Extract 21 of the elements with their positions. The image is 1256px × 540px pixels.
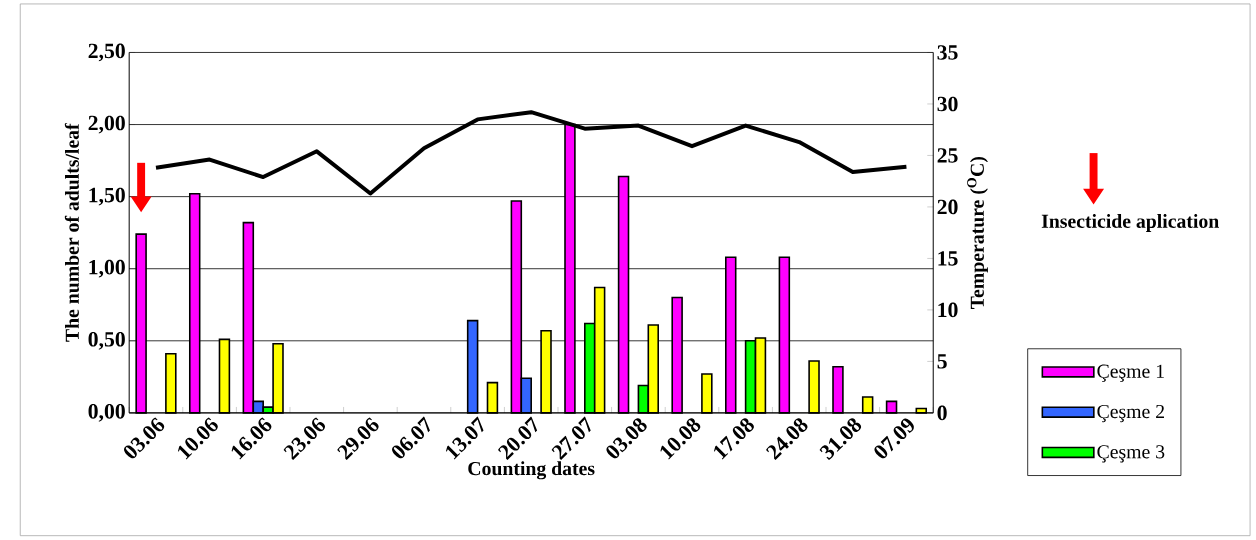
y2-tick-label: 35 (937, 45, 958, 60)
y2-tick-label: 15 (938, 251, 958, 266)
y2-tick-label: 10 (938, 302, 958, 318)
y2-tick-label: 5 (937, 354, 947, 369)
y2-tick-label: 30 (937, 96, 958, 112)
text: Insecticide aplication (1041, 214, 1219, 233)
y2-tick-label: 25 (937, 148, 958, 163)
legend-label: Çeşme 2 (1097, 405, 1164, 423)
y-tick-label: 1,00 (89, 260, 125, 278)
y-tick-label: 0,50 (88, 332, 125, 350)
legend-label: Çeşme 1 (1097, 364, 1164, 383)
y-tick-label: 2,00 (88, 115, 125, 134)
y2-tick-label: 0 (937, 405, 947, 421)
y-tick-label: 2,50 (88, 43, 125, 62)
y2-tick-label: 20 (937, 199, 958, 215)
y-tick-label: 1,50 (89, 187, 125, 206)
x-axis-title: Counting dates (468, 461, 595, 480)
y-tick-label: 0,00 (88, 404, 125, 422)
y2-axis-title: Temperature ($^{O}$C) (967, 157, 988, 310)
y-axis-title: The number of adults/leaf (64, 123, 79, 342)
legend-label: Çeşme 3 (1097, 445, 1165, 463)
